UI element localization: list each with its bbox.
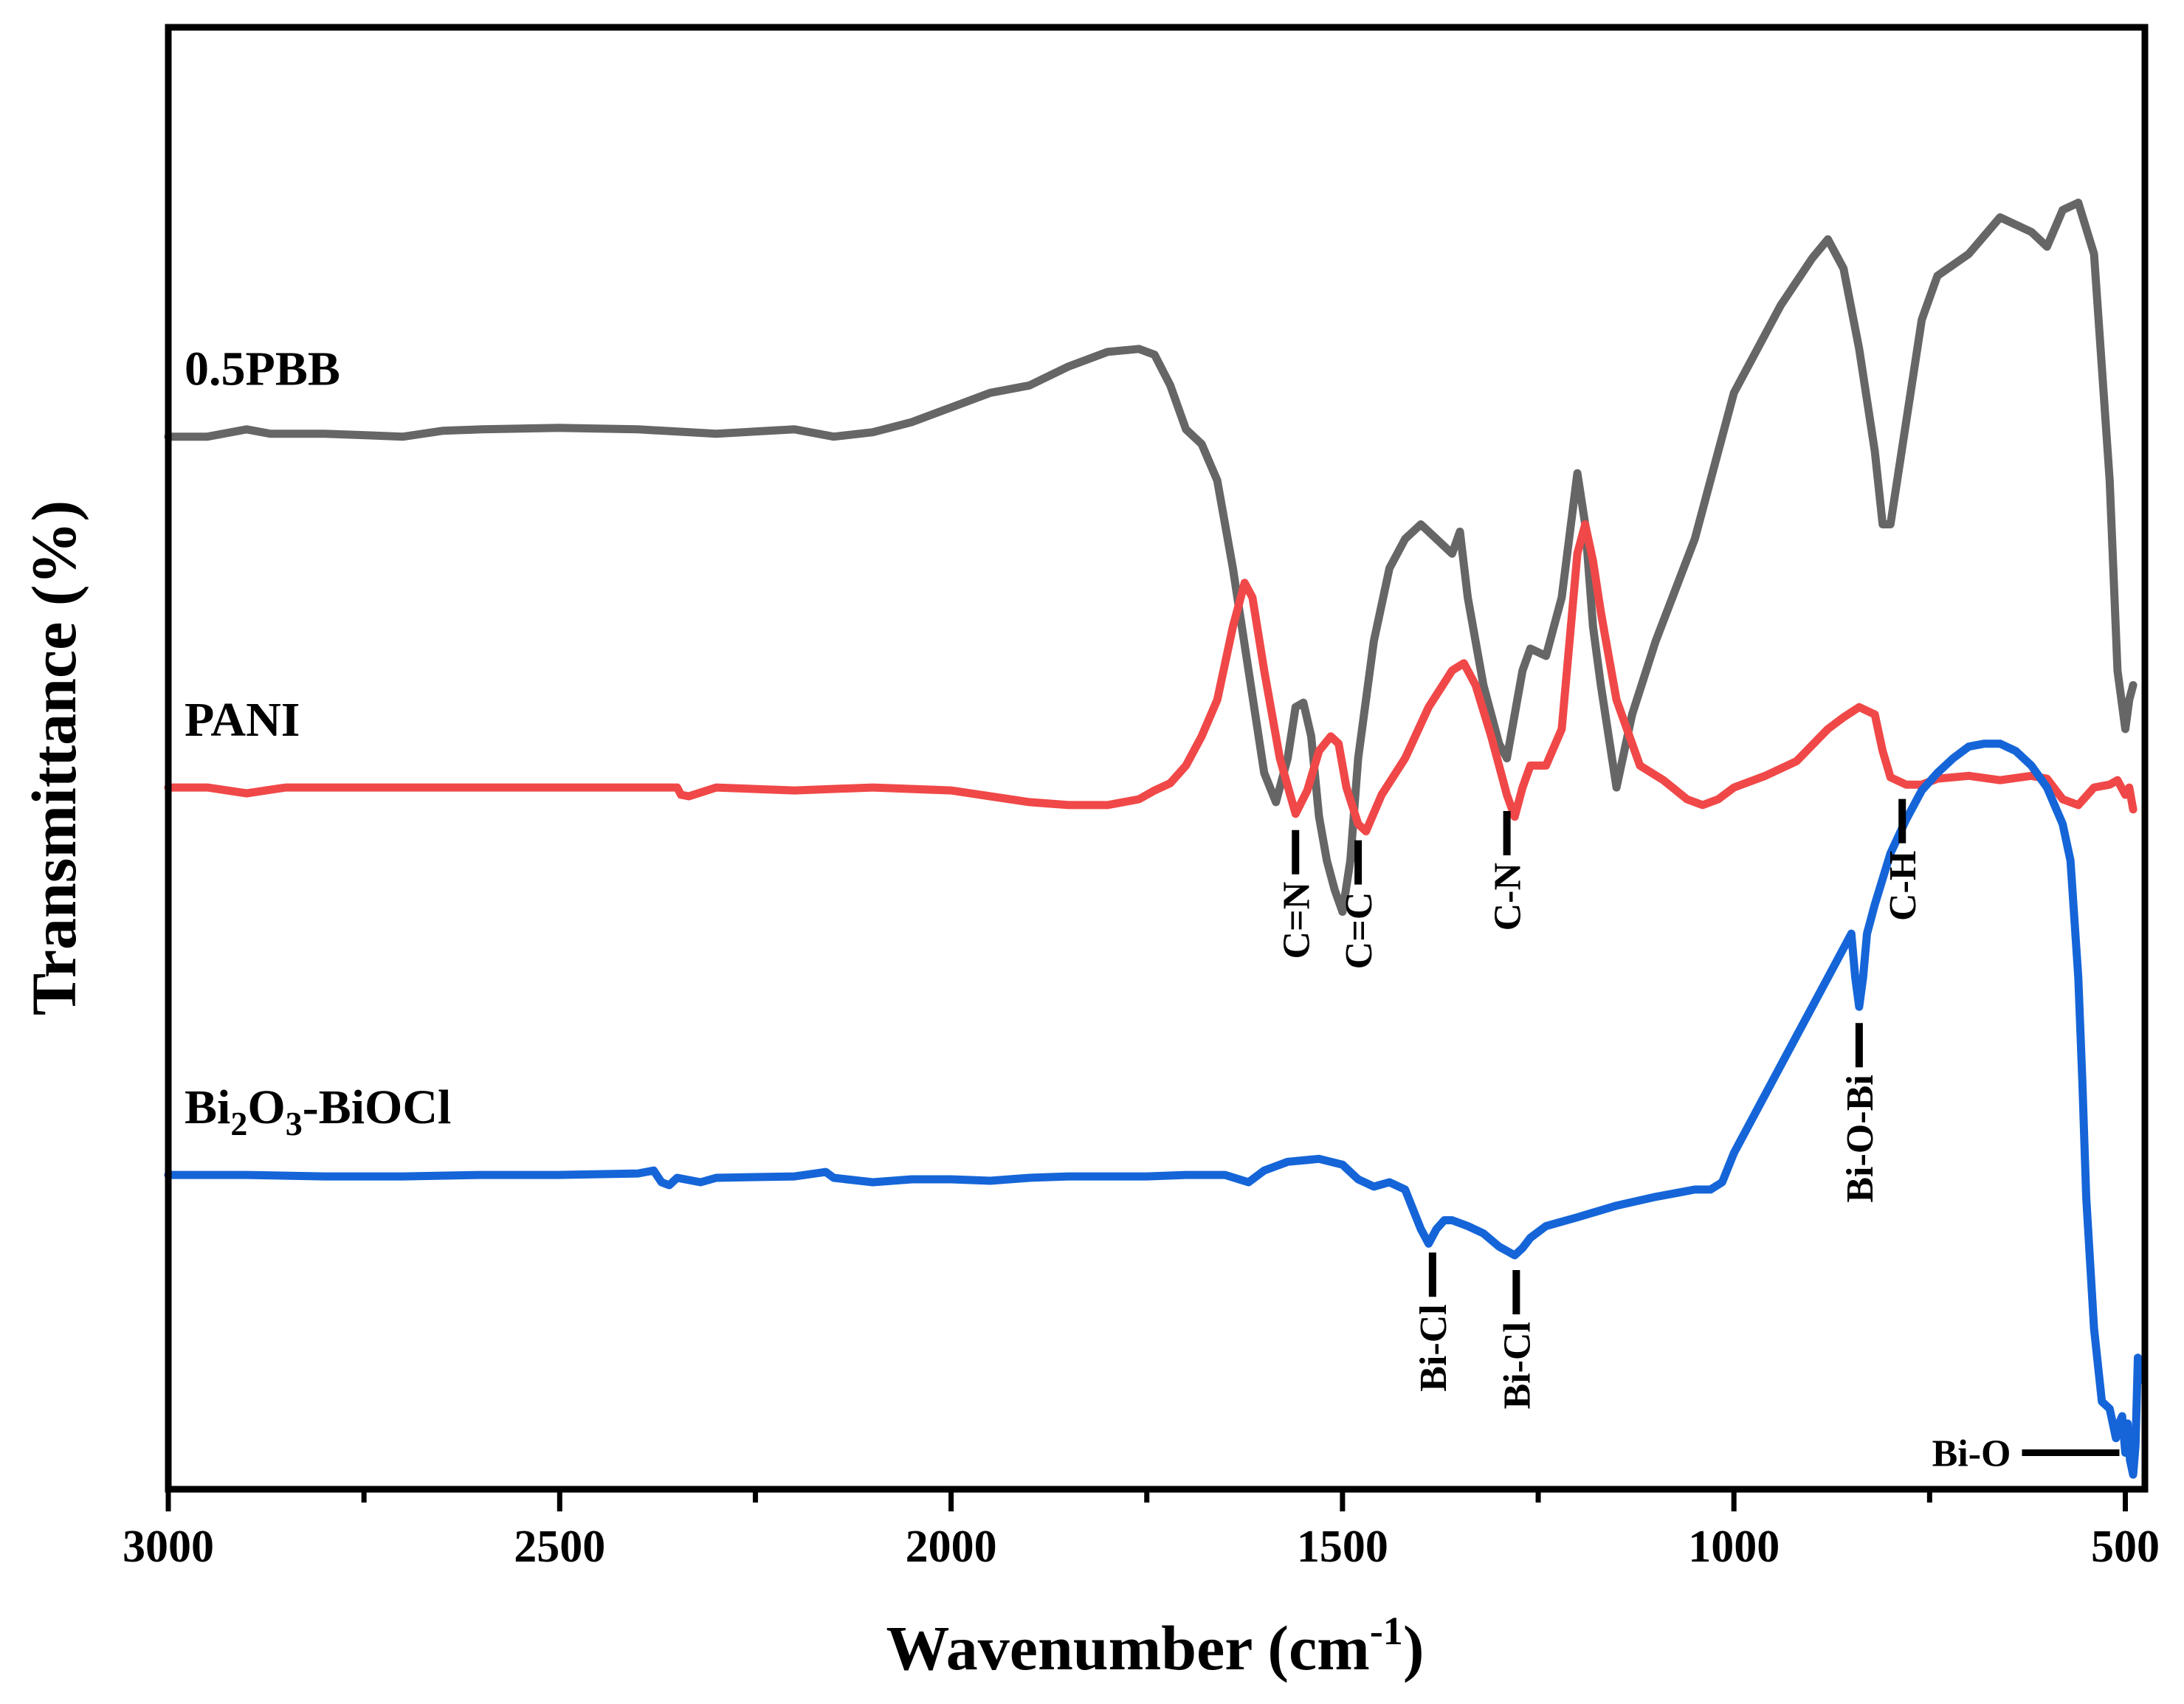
annotation-label-bi-o-bi: Bi-O-Bi [1839, 1075, 1881, 1202]
annotation-label-c-h: C-H [1882, 851, 1924, 921]
x-tick-label: 3000 [123, 1522, 214, 1572]
x-tick-label: 2000 [906, 1522, 997, 1572]
series-label-pani: PANI [185, 693, 300, 747]
series-label-0-5pbb: 0.5PBB [185, 342, 340, 396]
x-axis-title-text: Wavenumber (cm [886, 1612, 1370, 1683]
y-axis-title: Transmittance (%) [18, 500, 89, 1015]
series-line-pani [164, 520, 2138, 835]
series-line-bi2o3-biocl [164, 739, 2146, 1479]
x-axis-title-close: ) [1403, 1612, 1425, 1683]
x-axis-title: Wavenumber (cm-1) [886, 1609, 1425, 1683]
annotation-label-bi-cl: Bi-Cl [1413, 1304, 1455, 1391]
annotation-label-bi-o: Bi-O [1932, 1432, 2011, 1474]
annotation-label-bi-cl: Bi-Cl [1496, 1322, 1538, 1409]
x-tick-label: 1500 [1297, 1522, 1388, 1572]
annotation-layer: C=N C=C C-N C-H Bi-Cl Bi-Cl Bi-O-Bi Bi-O [1275, 798, 2120, 1474]
plot-frame [165, 24, 2149, 1493]
annotation-label-c-n: C=N [1275, 882, 1317, 959]
series-line-0-5pbb [164, 199, 2138, 916]
x-tick-label: 1000 [1688, 1522, 1780, 1572]
series-labels: 0.5PBB PANI Bi2O3-BiOCl [185, 342, 451, 1142]
annotation-label-c-n: C-N [1487, 863, 1529, 931]
x-tick-label: 500 [2091, 1522, 2160, 1572]
annotation-label-c-c: C=C [1338, 892, 1380, 970]
series-label-bi2o3-biocl: Bi2O3-BiOCl [185, 1080, 451, 1142]
x-axis-title-superscript: -1 [1370, 1609, 1403, 1653]
x-axis: 3000 2500 2000 1500 1000 500 [123, 1489, 2160, 1572]
x-tick-label: 2500 [514, 1522, 605, 1572]
series-layer [164, 199, 2146, 1479]
